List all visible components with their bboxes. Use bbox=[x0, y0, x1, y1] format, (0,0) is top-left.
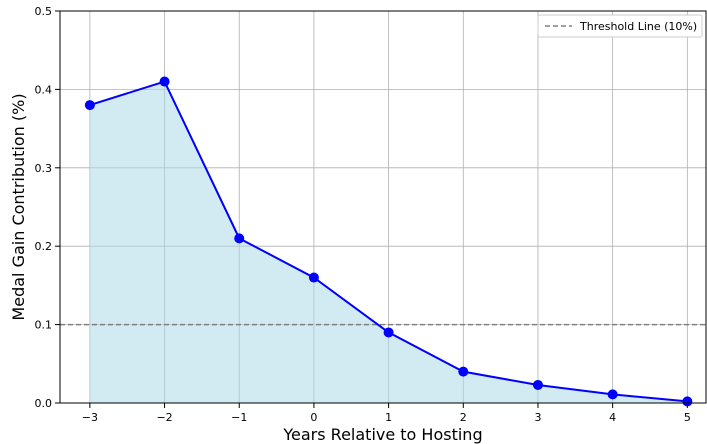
legend-box bbox=[537, 14, 703, 38]
data-point-8 bbox=[682, 396, 693, 407]
y-tick-label-4: 0.4 bbox=[35, 83, 53, 96]
data-point-1 bbox=[159, 76, 170, 87]
data-point-0 bbox=[84, 100, 95, 111]
y-tick-label-0: 0.0 bbox=[35, 397, 53, 410]
data-points bbox=[84, 76, 693, 407]
x-tick-label-3: 0 bbox=[310, 411, 317, 424]
y-tick-label-2: 0.2 bbox=[35, 240, 53, 253]
x-tick-label-4: 1 bbox=[385, 411, 392, 424]
data-point-2 bbox=[234, 233, 245, 244]
x-tick-label-8: 5 bbox=[684, 411, 691, 424]
x-tick-label-6: 3 bbox=[534, 411, 541, 424]
x-tick-label-7: 4 bbox=[609, 411, 616, 424]
y-tick-label-5: 0.5 bbox=[35, 5, 53, 18]
x-tick-label-2: −1 bbox=[231, 411, 247, 424]
legend-label-threshold: Threshold Line (10%) bbox=[579, 20, 697, 33]
y-tick-label-3: 0.3 bbox=[35, 162, 53, 175]
y-axis-label: Medal Gain Contribution (%) bbox=[9, 93, 28, 320]
x-tick-label-1: −2 bbox=[156, 411, 172, 424]
data-point-4 bbox=[383, 327, 394, 338]
y-tick-label-1: 0.1 bbox=[35, 319, 53, 332]
data-point-3 bbox=[308, 272, 319, 283]
area-fill bbox=[89, 81, 688, 403]
x-tick-label-5: 2 bbox=[460, 411, 467, 424]
x-axis-label: Years Relative to Hosting bbox=[282, 425, 482, 444]
y-axis-ticks: 0.0 0.1 0.2 0.3 0.4 0.5 bbox=[35, 5, 60, 410]
area-fill-shape bbox=[89, 81, 688, 403]
data-point-5 bbox=[458, 366, 469, 377]
x-tick-label-0: −3 bbox=[82, 411, 98, 424]
x-axis-ticks: −3 −2 −1 0 1 2 3 4 5 bbox=[82, 403, 691, 424]
data-point-7 bbox=[607, 389, 618, 400]
data-point-6 bbox=[532, 379, 543, 390]
plot-frame bbox=[59, 10, 707, 404]
legend: Threshold Line (10%) bbox=[537, 14, 703, 38]
